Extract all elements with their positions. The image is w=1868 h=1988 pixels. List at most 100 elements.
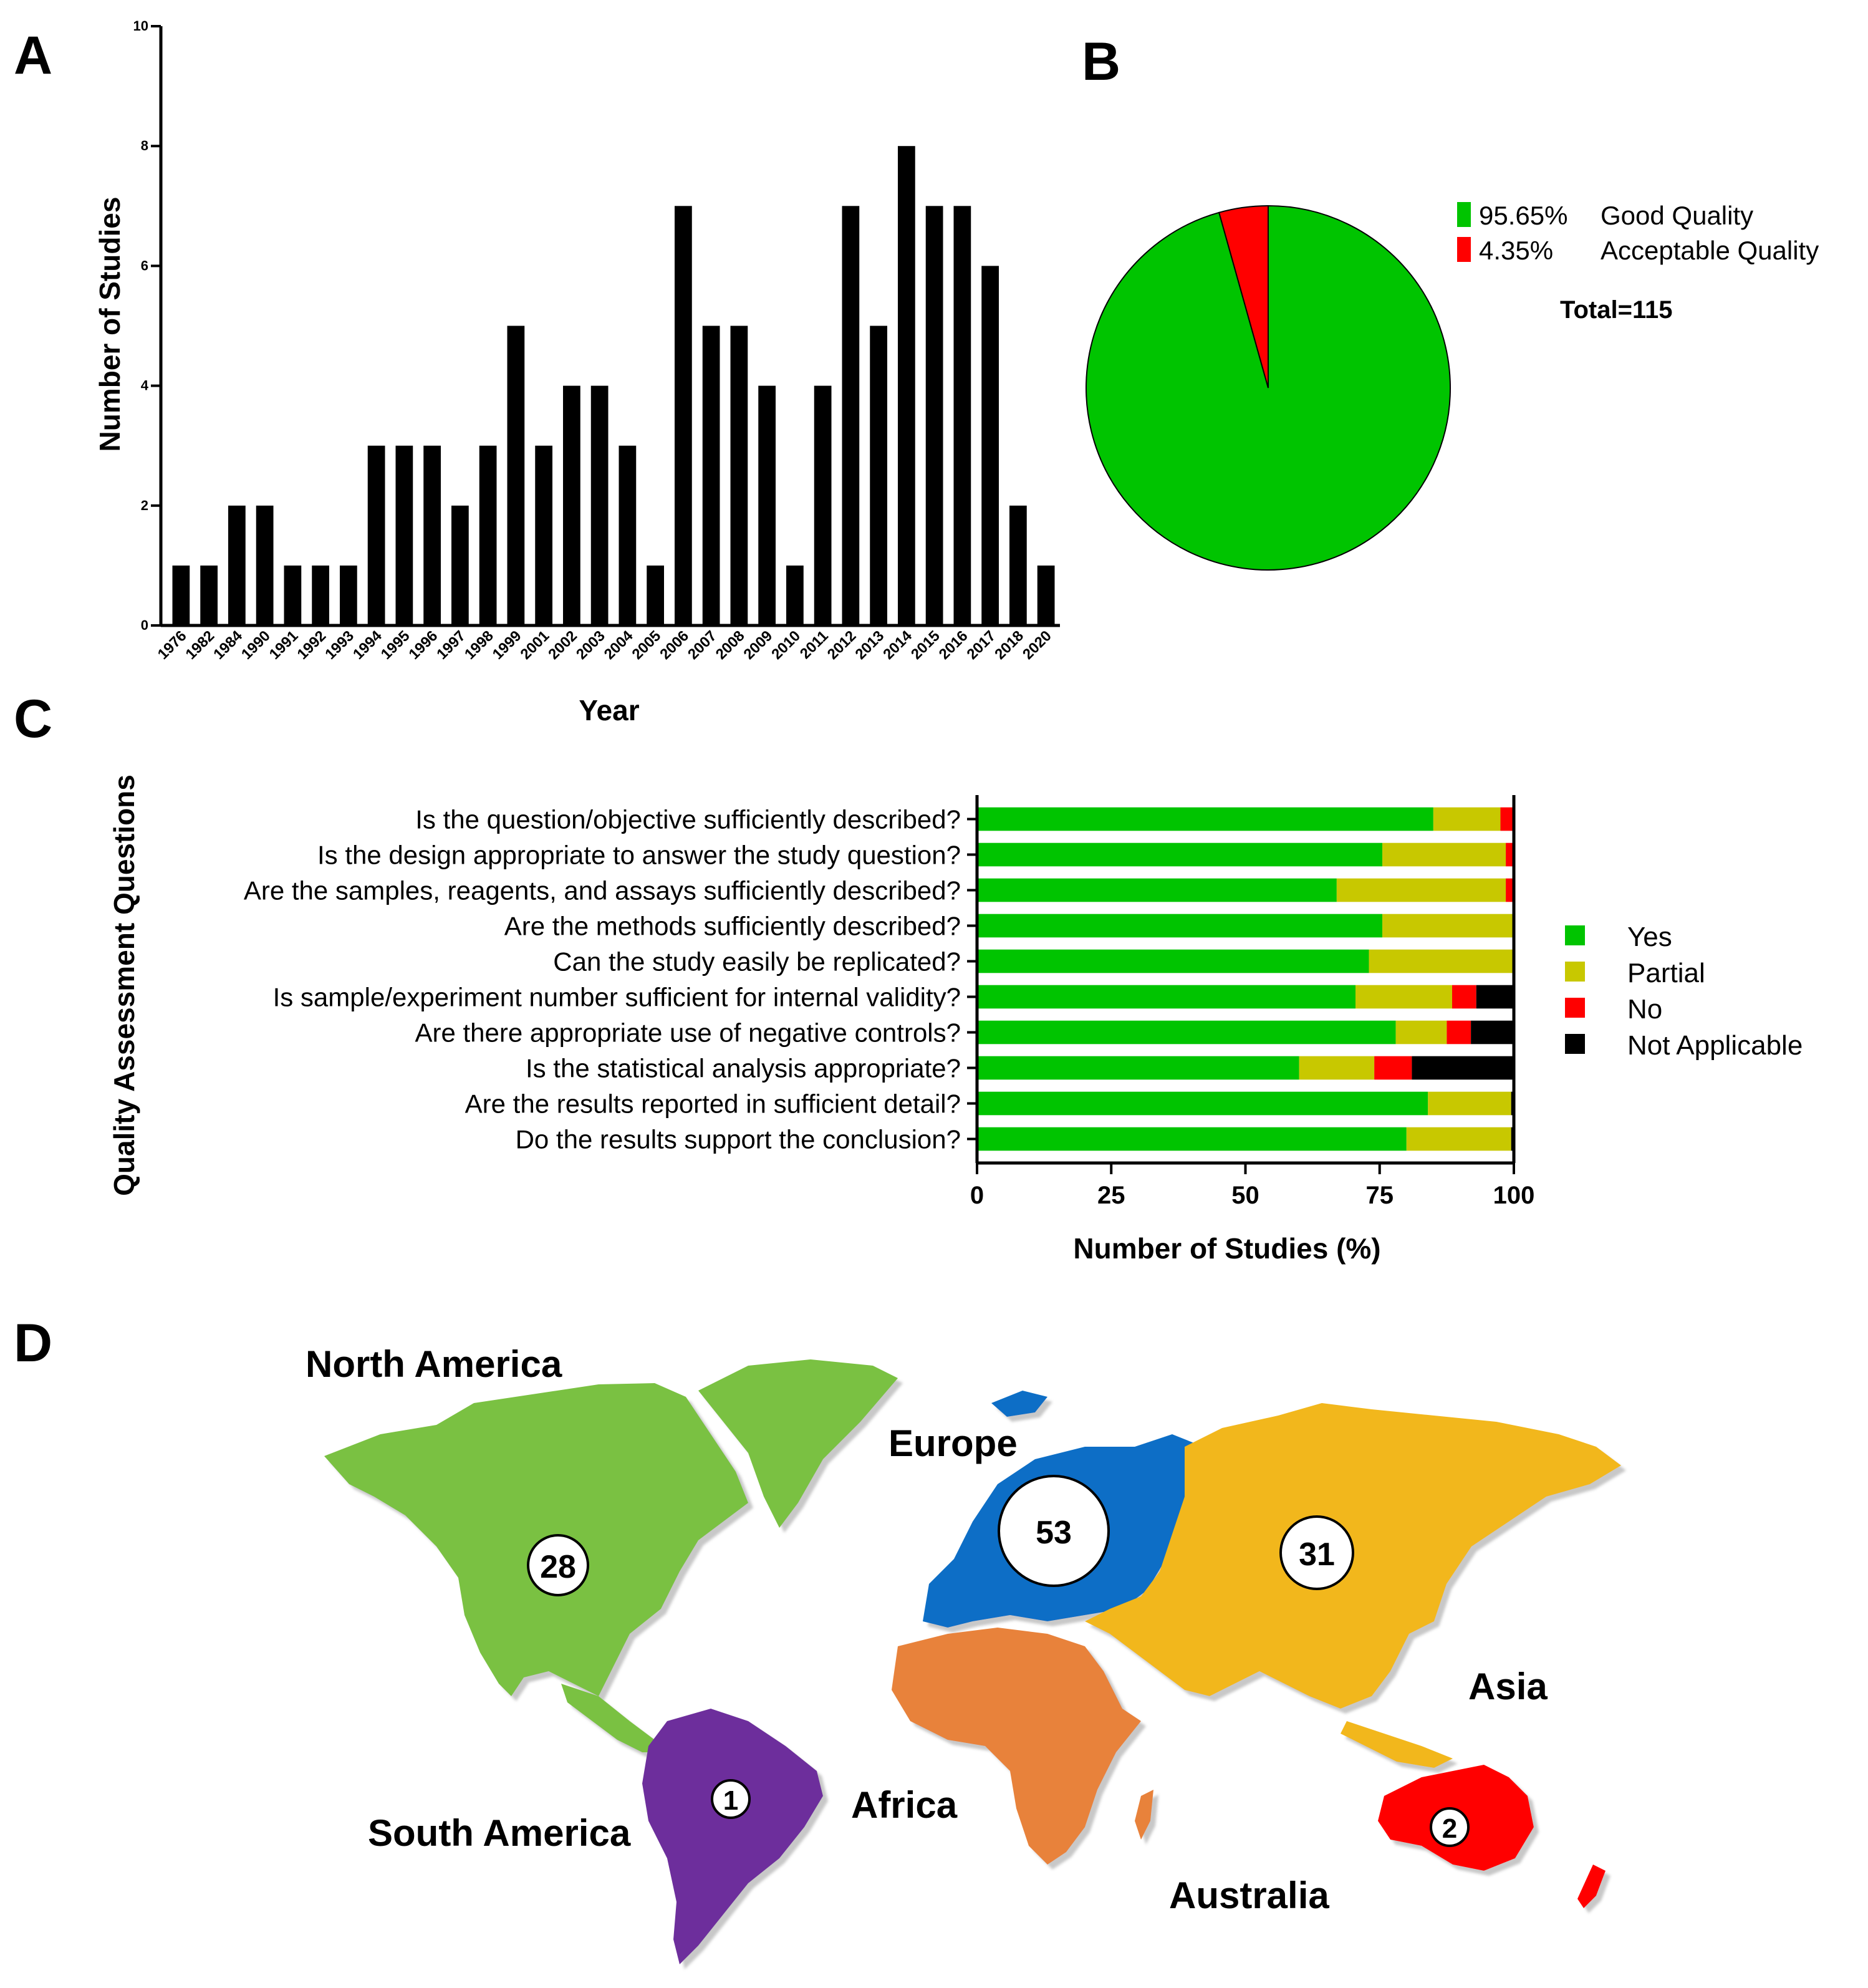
europe-north-region [991, 1391, 1047, 1417]
panel-c-category-label: Is sample/experiment number sufficient f… [273, 983, 961, 1012]
panel-d-world-map [324, 1359, 1621, 1964]
panel-b-slice [1218, 205, 1269, 388]
panel-a-bar [898, 146, 915, 625]
panel-a-bars [172, 146, 1055, 625]
panel-a-bar [1009, 505, 1027, 625]
panel-c-bar-segment [1506, 842, 1514, 867]
panel-a-bar [172, 565, 190, 625]
count-south-america: 1 [723, 1785, 738, 1816]
panel-c-bar-segment [977, 842, 1383, 867]
panel-a-bar-chart: 0 2 4 6 8 10 19761982198419901991199219931994… [94, 18, 1060, 726]
panel-a-x-tick-label: 1982 [183, 627, 218, 663]
panel-a-bar [730, 326, 748, 625]
panel-b-legend-percent: 4.35% [1479, 236, 1553, 265]
count-bubble-australia [1430, 1807, 1470, 1847]
panel-a-y-tick-label: 10 [133, 18, 148, 34]
panel-a-bar [228, 505, 246, 625]
panel-a-x-tick-label: 2017 [964, 627, 999, 663]
panel-c-bar-segment [977, 985, 1356, 1009]
panel-a-x-tick-label: 2013 [852, 627, 888, 663]
panel-c-bar-segment [977, 914, 1383, 938]
panel-c-bar-segment [1382, 842, 1506, 867]
panel-a-x-tick-label: 2012 [824, 627, 860, 663]
indonesia-region [1341, 1721, 1453, 1768]
panel-a-x-tick-label: 1993 [322, 627, 357, 663]
central-america-region [561, 1684, 661, 1752]
panel-c-bar-segment [1406, 1127, 1511, 1151]
panel-c-bar-segment [1471, 1020, 1514, 1045]
panel-a-x-tick-label: 2004 [601, 627, 637, 663]
panel-c-category-label: Are the samples, reagents, and assays su… [244, 876, 961, 905]
panel-a-y-tick-label: 6 [141, 258, 148, 273]
panel-a-x-tick-label: 1976 [155, 627, 190, 663]
panel-c-bar-segment [977, 1020, 1396, 1045]
panel-c-category-label: Are there appropriate use of negative co… [415, 1018, 961, 1048]
panel-a-x-tick-label: 1984 [210, 627, 246, 663]
panel-c-legend-swatch [1565, 962, 1585, 982]
panel-a-y-tick-label: 8 [141, 138, 148, 153]
panel-b-legend: 95.65% Good Quality 4.35% Acceptable Qualit… [1457, 201, 1819, 265]
panel-a-x-tick-label: 2002 [545, 627, 580, 663]
panel-a-x-tick-label: 2003 [573, 627, 609, 663]
panel-a-bar [925, 206, 943, 625]
panel-b-legend-label: Good Quality [1601, 201, 1753, 230]
count-bubble-north-america [527, 1534, 589, 1596]
panel-b-legend-label: Acceptable Quality [1601, 236, 1819, 265]
panel-c-bar-segment [977, 949, 1369, 973]
panel-c-category-label: Are the results reported in sufficient d… [465, 1089, 961, 1119]
panel-a-y-label: Number of Studies [94, 197, 126, 452]
label-africa: Africa [851, 1784, 958, 1826]
panel-c-category-label: Is the design appropriate to answer the … [317, 841, 961, 870]
panel-a-bar [395, 445, 413, 625]
panel-a-y-tick-label: 2 [141, 498, 148, 513]
panel-a-bar [312, 565, 329, 625]
panel-c-legend-swatch [1565, 925, 1585, 945]
panel-a-y-tick-label: 4 [141, 378, 149, 393]
panel-c-bar-segment [977, 1056, 1299, 1080]
panel-a-x-tick-label: 1994 [350, 627, 385, 663]
panel-c-bar-segment [1395, 1020, 1447, 1045]
panel-c-legend-label: Not Applicable [1627, 1030, 1803, 1061]
panel-a-bar [647, 565, 664, 625]
panel-c-bars [977, 807, 1514, 1151]
panel-c-bar-segment [1433, 807, 1501, 831]
panel-a-x-tick-label: 1990 [238, 627, 274, 663]
panel-a-x-label: Year [579, 694, 639, 726]
panel-a-x-tick-label: 2009 [741, 627, 776, 663]
panel-c-bar-segment [1374, 1056, 1412, 1080]
panel-c-legend-label: Yes [1627, 922, 1672, 952]
panel-c-x-tick-label: 75 [1366, 1182, 1394, 1209]
panel-a-bar [340, 565, 357, 625]
panel-c-category-label: Is the statistical analysis appropriate? [526, 1054, 961, 1083]
panel-a-x-tick-label: 1992 [294, 627, 330, 663]
panel-c-bar-segment [1412, 1056, 1514, 1080]
panel-b-legend-percent: 95.65% [1479, 201, 1567, 230]
panel-a-bar [423, 445, 441, 625]
panel-c-category-labels: Is the question/objective sufficiently d… [244, 805, 977, 1154]
panel-label-d: D [14, 1313, 52, 1373]
panel-c-bar-segment [1452, 985, 1476, 1009]
panel-b-slices [1086, 205, 1451, 571]
panel-a-bar [367, 445, 385, 625]
panel-c-category-label: Is the question/objective sufficiently d… [415, 805, 961, 834]
north-america-region [324, 1383, 748, 1696]
panel-a-x-tick-label: 2010 [768, 627, 804, 663]
panel-a-x-tick-label: 2008 [713, 627, 748, 663]
panel-a-bar [507, 326, 525, 625]
panel-a-x-tick-label: 1991 [266, 627, 302, 663]
panel-b-pie-chart: 95.65% Good Quality 4.35% Acceptable Qualit… [1086, 201, 1819, 571]
panel-c-bar-segment [1500, 807, 1514, 831]
count-north-america: 28 [540, 1549, 576, 1585]
panel-c-bar-segment [1299, 1056, 1375, 1080]
panel-a-x-tick-label: 2006 [657, 627, 692, 663]
panel-c-legend-label: Partial [1627, 958, 1705, 988]
panel-c-y-label: Quality Assessment Questions [108, 774, 140, 1196]
greenland-region [698, 1359, 898, 1528]
panel-a-bar [786, 565, 804, 625]
panel-c-bar-segment [1336, 878, 1506, 902]
panel-c-legend-swatch [1565, 998, 1585, 1018]
panel-c-x-ticks: 0 25 50 75 100 [970, 1163, 1534, 1209]
new-zealand-region [1577, 1865, 1606, 1908]
panel-c-legend: Yes Partial No Not Applicable [1565, 922, 1803, 1061]
